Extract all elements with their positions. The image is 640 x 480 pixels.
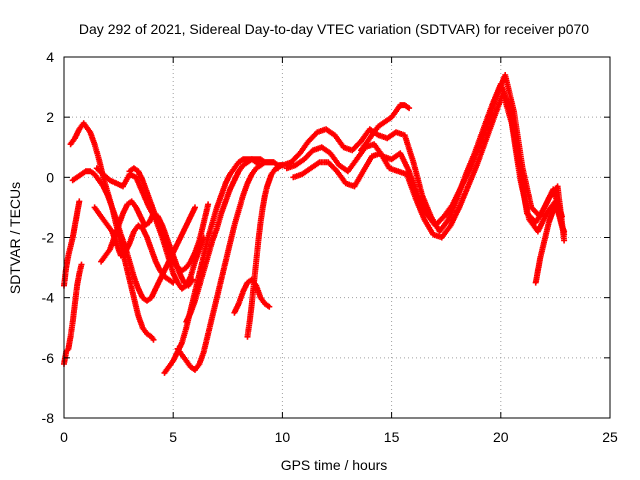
- series-pass-j: [174, 159, 277, 373]
- x-tick-label: 5: [169, 429, 177, 445]
- series-pass-k: [183, 156, 286, 325]
- series-pass-h: [126, 165, 212, 274]
- y-tick-label: -4: [42, 290, 55, 306]
- series-pass-q: [358, 102, 413, 154]
- series-pass-m: [244, 162, 286, 340]
- x-tick-label: 0: [60, 429, 68, 445]
- x-tick-label: 25: [602, 429, 618, 445]
- y-tick-label: 0: [46, 169, 54, 185]
- y-tick-label: 4: [46, 49, 54, 65]
- x-tick-label: 20: [493, 429, 509, 445]
- chart-title: Day 292 of 2021, Sidereal Day-to-day VTE…: [79, 21, 589, 37]
- axis-ticks: 0 5 10 15 20 25 -8 -6 -4 -2 0 2 4: [42, 49, 618, 445]
- y-tick-label: -6: [42, 350, 55, 366]
- x-axis-label: GPS time / hours: [281, 457, 388, 473]
- series-pass-r: [532, 204, 568, 286]
- series-pass-o: [283, 72, 568, 244]
- series-pass-l: [231, 276, 273, 316]
- data-points: [61, 72, 568, 376]
- series-pass-p: [290, 90, 568, 241]
- x-tick-label: 10: [275, 429, 291, 445]
- x-tick-label: 15: [384, 429, 400, 445]
- y-tick-label: 2: [46, 109, 54, 125]
- y-tick-label: -8: [42, 410, 55, 426]
- y-tick-label: -2: [42, 230, 55, 246]
- y-axis-label: SDTVAR / TECUs: [7, 182, 23, 294]
